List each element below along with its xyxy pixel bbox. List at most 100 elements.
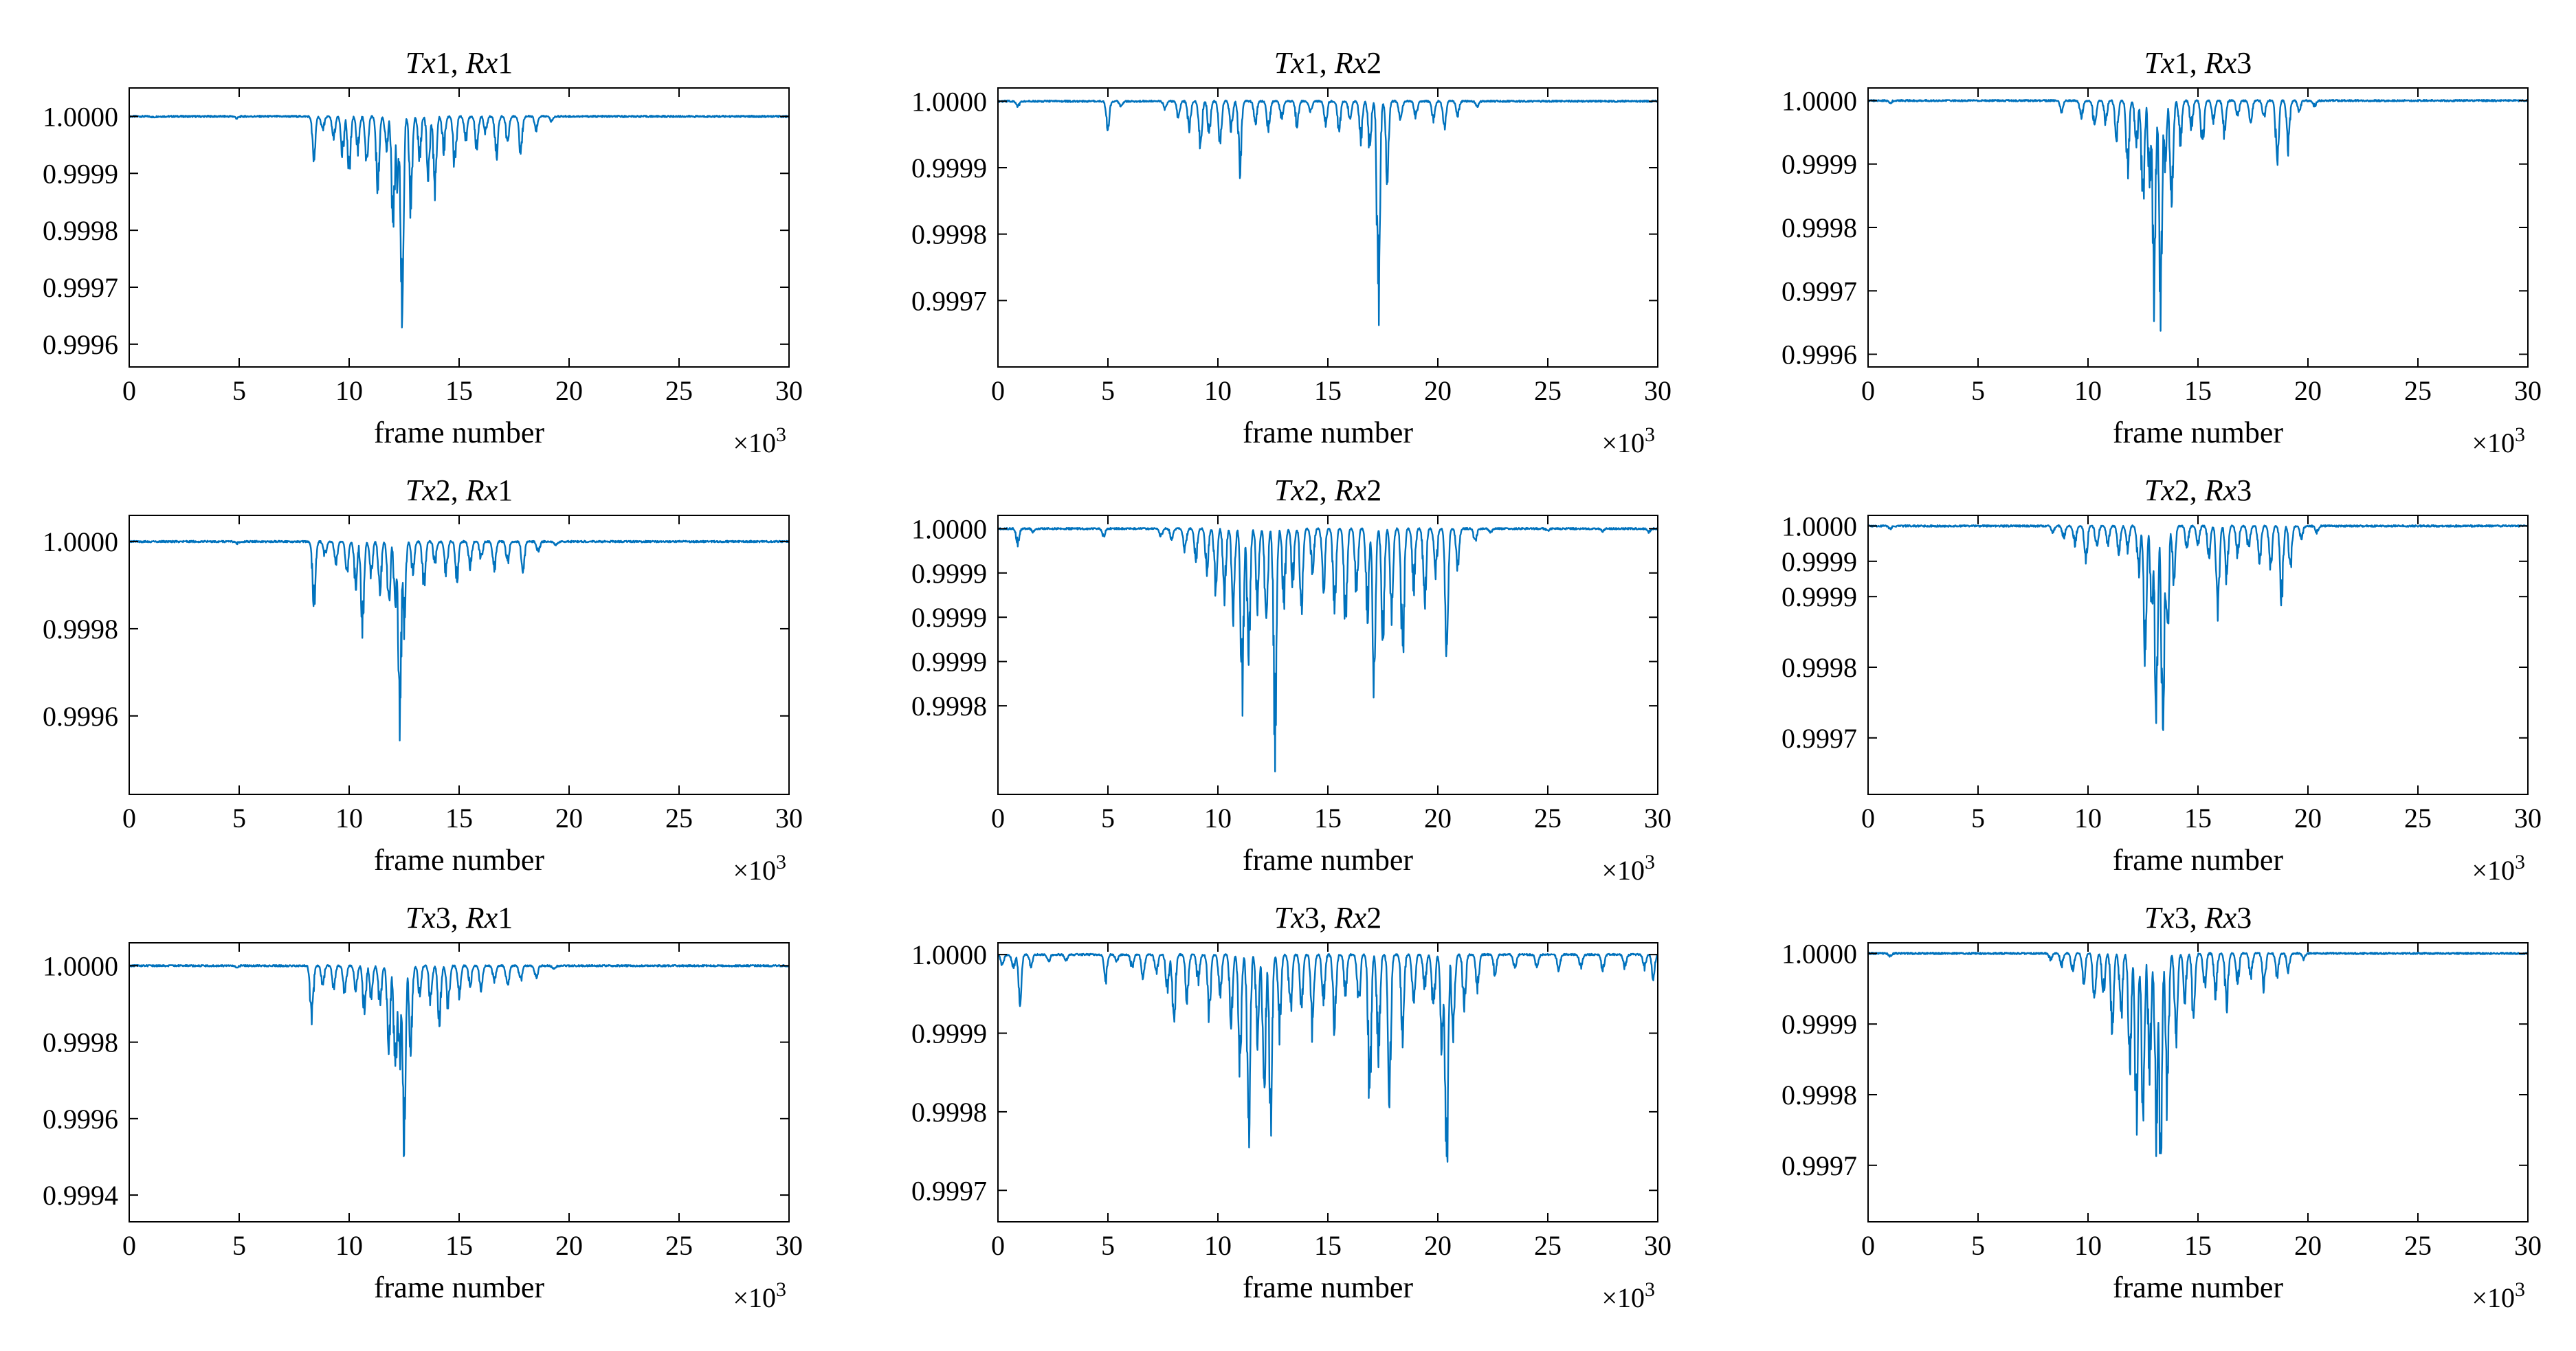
axes-box [1867, 942, 2529, 1222]
x-tick-label: 30 [775, 375, 803, 406]
y-tick-label: 0.9996 [1781, 339, 1857, 370]
series-line [1867, 524, 2529, 731]
x-tick-label: 30 [1644, 803, 1672, 834]
series-line [128, 964, 790, 1157]
y-tick-label: 1.0000 [43, 950, 118, 981]
y-tick-label: 0.9994 [43, 1180, 118, 1211]
x-tick-label: 20 [2294, 375, 2322, 406]
x-axis-multiplier: ×103 [2472, 423, 2525, 458]
x-tick-label: 5 [1971, 803, 1985, 834]
subplot-tx1-rx1: Tx1, Rx1 0 5 10 15 20 25 30 0.9996 0.9997 0.9998 0.… [43, 46, 803, 458]
x-tick-label: 25 [2404, 803, 2432, 834]
x-tick-label: 25 [665, 803, 693, 834]
y-tick-label: 0.9997 [43, 272, 118, 303]
x-axis-multiplier: ×103 [733, 851, 786, 886]
x-tick-label: 30 [2514, 375, 2542, 406]
y-tick-label: 0.9999 [911, 153, 987, 183]
x-tick-label: 25 [1534, 375, 1562, 406]
x-tick-label: 15 [445, 375, 473, 406]
x-tick-label: 20 [2294, 803, 2322, 834]
subplot-tx1-rx2: Tx1, Rx2 0 5 10 15 20 25 30 0.9997 0.9998 0.9999 1.… [911, 46, 1672, 458]
x-tick-label: 10 [335, 803, 363, 834]
x-tick-label: 15 [1314, 803, 1342, 834]
x-tick-label: 0 [1861, 1230, 1875, 1261]
y-tick-label: 1.0000 [911, 513, 987, 544]
x-axis-label: frame number [374, 416, 544, 449]
x-axis-multiplier: ×103 [733, 1278, 786, 1313]
y-tick-label: 0.9997 [911, 285, 987, 316]
y-tick-label: 0.9998 [43, 614, 118, 645]
x-tick-label: 20 [1424, 375, 1452, 406]
x-tick-label: 0 [991, 1230, 1005, 1261]
x-tick-label: 20 [555, 375, 583, 406]
x-tick-label: 15 [2184, 375, 2212, 406]
x-tick-label: 25 [1534, 1230, 1562, 1261]
x-axis-label: frame number [2113, 1271, 2283, 1304]
x-tick-label: 25 [2404, 1230, 2432, 1261]
y-tick-label: 0.9999 [43, 158, 118, 189]
subplot-tx3-rx3: Tx3, Rx3 0 5 10 15 20 25 30 0.9997 0.9998 0.9999 1.… [1781, 901, 2542, 1313]
x-tick-label: 5 [232, 803, 246, 834]
x-axis-multiplier: ×103 [733, 423, 786, 458]
series-line [997, 99, 1658, 326]
series-line [1867, 952, 2529, 1157]
y-tick-label: 1.0000 [1781, 938, 1857, 969]
subplot-tx2-rx1: Tx2, Rx1 0 5 10 15 20 25 30 0.9996 0.9998 1.0000 fr… [43, 473, 803, 886]
x-tick-label: 15 [445, 803, 473, 834]
x-axis-multiplier: ×103 [2472, 1278, 2525, 1313]
y-tick-label: 0.9999 [1781, 1009, 1857, 1040]
x-tick-label: 0 [991, 803, 1005, 834]
x-tick-label: 10 [1204, 375, 1232, 406]
x-tick-label: 5 [232, 1230, 246, 1261]
x-tick-label: 30 [775, 803, 803, 834]
x-tick-label: 10 [2074, 1230, 2102, 1261]
x-tick-label: 15 [1314, 1230, 1342, 1261]
x-axis-label: frame number [2113, 843, 2283, 877]
y-tick-label: 0.9999 [911, 602, 987, 633]
x-tick-label: 5 [1101, 1230, 1115, 1261]
subplot-tx2-rx3: Tx2, Rx3 0 5 10 15 20 25 30 0.9997 0.9998 0.9999 0.… [1781, 473, 2542, 886]
series-line [128, 539, 790, 741]
x-tick-label: 0 [1861, 375, 1875, 406]
x-tick-label: 30 [1644, 375, 1672, 406]
x-tick-label: 0 [1861, 803, 1875, 834]
x-axis-label: frame number [1243, 843, 1413, 877]
x-axis-multiplier: ×103 [2472, 851, 2525, 886]
y-tick-label: 1.0000 [1781, 511, 1857, 541]
y-tick-label: 1.0000 [911, 86, 987, 117]
x-tick-label: 0 [122, 375, 136, 406]
axes-box [129, 942, 790, 1222]
x-tick-label: 5 [232, 375, 246, 406]
subplot-tx2-rx2: Tx2, Rx2 0 5 10 15 20 25 30 0.9998 0.9999 0.9999 0.… [911, 473, 1672, 886]
x-axis-label: frame number [1243, 1271, 1413, 1304]
axes-box [1867, 87, 2529, 368]
y-tick-label: 0.9999 [911, 558, 987, 589]
x-tick-label: 20 [555, 1230, 583, 1261]
x-tick-label: 30 [2514, 1230, 2542, 1261]
x-axis-label: frame number [1243, 416, 1413, 449]
series-line [1867, 99, 2529, 332]
subplot-title: Tx1, Rx3 [2144, 46, 2252, 80]
subplot-tx3-rx1: Tx3, Rx1 0 5 10 15 20 25 30 0.9994 0.9996 0.9998 1.… [43, 901, 803, 1313]
y-tick-label: 1.0000 [911, 939, 987, 970]
series-line [997, 526, 1659, 772]
y-tick-label: 0.9997 [1781, 276, 1857, 306]
subplot-title: Tx3, Rx1 [406, 901, 513, 935]
y-tick-label: 0.9996 [43, 1104, 118, 1135]
subplot-title: Tx3, Rx2 [1274, 901, 1381, 935]
subplot-title: Tx2, Rx2 [1274, 473, 1381, 507]
y-tick-label: 0.9998 [1781, 652, 1857, 683]
subplot-title: Tx1, Rx1 [406, 46, 513, 80]
x-tick-label: 0 [122, 803, 136, 834]
y-tick-label: 0.9998 [43, 215, 118, 246]
x-tick-label: 30 [1644, 1230, 1672, 1261]
x-tick-label: 5 [1971, 375, 1985, 406]
x-tick-label: 30 [775, 1230, 803, 1261]
x-tick-label: 10 [335, 375, 363, 406]
y-tick-label: 0.9999 [1781, 546, 1857, 577]
x-axis-multiplier: ×103 [1601, 851, 1655, 886]
axes-box [997, 515, 1658, 795]
x-tick-label: 25 [1534, 803, 1562, 834]
axes-box [997, 87, 1658, 368]
